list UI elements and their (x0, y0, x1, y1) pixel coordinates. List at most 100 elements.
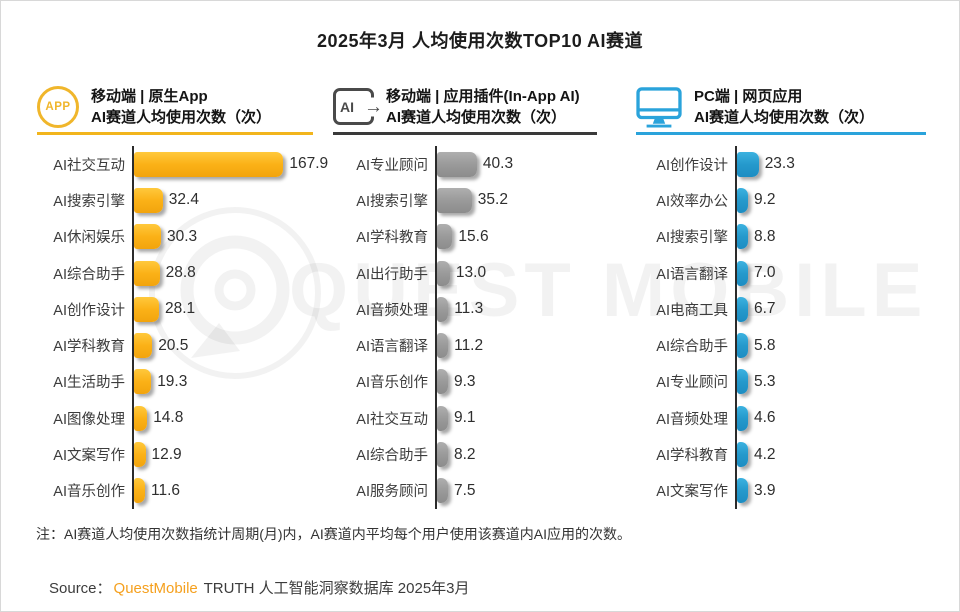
bar-area: 7.5 (435, 472, 634, 509)
category-label: AI休闲娱乐 (53, 230, 125, 247)
category-label: AI学科教育 (53, 339, 125, 356)
category-label: AI音乐创作 (356, 375, 428, 392)
bar (134, 151, 284, 177)
in-app-ai-icon-label: AI (340, 98, 354, 115)
value-label: 6.7 (754, 300, 776, 318)
bar (737, 333, 748, 359)
bar-area: 9.3 (435, 363, 634, 401)
chart-row: AI服务顾问 7.5 (344, 472, 634, 509)
bar-area: 14.8 (132, 400, 333, 437)
value-label: 11.6 (151, 481, 181, 499)
chart-row: AI休闲娱乐 30.3 (41, 218, 333, 255)
value-label: 7.0 (754, 264, 776, 282)
bar (134, 333, 153, 359)
bar-area: 15.6 (435, 218, 634, 255)
bar-area: 9.2 (735, 182, 944, 219)
value-label: 4.2 (754, 445, 776, 463)
bar (737, 151, 759, 177)
bar (737, 260, 748, 286)
bar (437, 405, 448, 431)
bar-area: 11.6 (132, 472, 333, 509)
value-label: 167.9 (289, 155, 329, 173)
chart-row: AI专业顾问 5.3 (644, 363, 944, 401)
category-label: AI创作设计 (656, 157, 728, 174)
chart-row: AI文案写作 12.9 (41, 436, 333, 473)
chart-row: AI综合助手 5.8 (644, 327, 944, 364)
arrow-right-icon: → (363, 96, 383, 117)
bar (437, 151, 477, 177)
bar-area: 20.5 (132, 327, 333, 364)
bar (134, 187, 163, 213)
category-label: AI综合助手 (656, 339, 728, 356)
footnote: 注：AI赛道人均使用次数指统计周期(月)内，AI赛道内平均每个用户使用该赛道内A… (36, 526, 632, 542)
category-label: AI音频处理 (356, 302, 428, 319)
value-label: 19.3 (157, 372, 188, 390)
bar-chart-mobile-native-app: AI社交互动 167.9 AI搜索引擎 32.4 AI休闲娱乐 30.3 AI综合助手 28.… (41, 146, 333, 509)
section-underline (333, 132, 597, 135)
category-label: AI社交互动 (53, 157, 125, 174)
category-label: AI语言翻译 (656, 266, 728, 283)
chart-row: AI语言翻译 7.0 (644, 254, 944, 292)
bar (737, 478, 748, 504)
category-label: AI综合助手 (53, 266, 125, 283)
bar-area: 5.8 (735, 327, 944, 364)
value-label: 15.6 (458, 227, 489, 245)
value-label: 35.2 (477, 191, 508, 209)
pc-monitor-icon (636, 87, 682, 128)
bar-area: 12.9 (132, 436, 333, 473)
source-line: Source： QuestMobile TRUTH 人工智能洞察数据库 2025年… (49, 577, 470, 598)
chart-row: AI音乐创作 11.6 (41, 472, 333, 509)
value-label: 14.8 (153, 409, 184, 427)
bar (134, 442, 146, 468)
bar-area: 4.2 (735, 436, 944, 473)
bar (134, 478, 145, 504)
chart-row: AI搜索引擎 8.8 (644, 218, 944, 255)
bar (134, 296, 159, 322)
section-header-mobile-in-app-ai: AI → 移动端 | 应用插件(In-App AI) AI赛道人均使用次数（次） (333, 86, 597, 135)
category-label: AI专业顾问 (356, 157, 428, 174)
category-label: AI文案写作 (53, 448, 125, 465)
value-label: 11.3 (454, 300, 484, 318)
bar (437, 224, 453, 250)
section-header-pc-web: PC端 | 网页应用 AI赛道人均使用次数（次） (636, 86, 926, 135)
bar-area: 23.3 (735, 146, 944, 183)
chart-row: AI搜索引擎 32.4 (41, 182, 333, 219)
category-label: AI语言翻译 (356, 339, 428, 356)
section-title-line1: PC端 | 网页应用 (694, 88, 803, 105)
bar-area: 3.9 (735, 472, 944, 509)
chart-row: AI效率办公 9.2 (644, 182, 944, 219)
bar-area: 19.3 (132, 363, 333, 401)
bar-chart-pc-web: AI创作设计 23.3 AI效率办公 9.2 AI搜索引擎 8.8 AI语言翻译 7.0 AI电… (644, 146, 944, 509)
category-label: AI服务顾问 (356, 484, 428, 501)
bar-area: 167.9 (132, 146, 333, 183)
bar (134, 369, 152, 395)
chart-row: AI社交互动 9.1 (344, 400, 634, 437)
category-label: AI学科教育 (356, 230, 428, 247)
bar-area: 30.3 (132, 218, 333, 255)
bar-area: 28.1 (132, 291, 333, 328)
chart-row: AI生活助手 19.3 (41, 363, 333, 401)
chart-row: AI音乐创作 9.3 (344, 363, 634, 401)
bar (134, 260, 160, 286)
category-label: AI图像处理 (53, 411, 125, 428)
bar-area: 4.6 (735, 400, 944, 437)
source-label: Source： (49, 580, 112, 597)
category-label: AI电商工具 (656, 302, 728, 319)
bar-area: 5.3 (735, 363, 944, 401)
value-label: 3.9 (754, 481, 776, 499)
chart-row: AI音频处理 4.6 (644, 400, 944, 437)
chart-row: AI综合助手 28.8 (41, 254, 333, 292)
value-label: 40.3 (482, 155, 514, 173)
bar-area: 7.0 (735, 254, 944, 292)
chart-row: AI综合助手 8.2 (344, 436, 634, 473)
category-label: AI搜索引擎 (53, 193, 125, 210)
bar-area: 11.3 (435, 291, 634, 328)
chart-row: AI音频处理 11.3 (344, 291, 634, 328)
bar (737, 224, 748, 250)
value-label: 32.4 (168, 191, 199, 209)
bar-area: 6.7 (735, 291, 944, 328)
chart-row: AI图像处理 14.8 (41, 400, 333, 437)
bar-area: 11.2 (435, 327, 634, 364)
section-title-line1: 移动端 | 原生App (91, 88, 208, 105)
